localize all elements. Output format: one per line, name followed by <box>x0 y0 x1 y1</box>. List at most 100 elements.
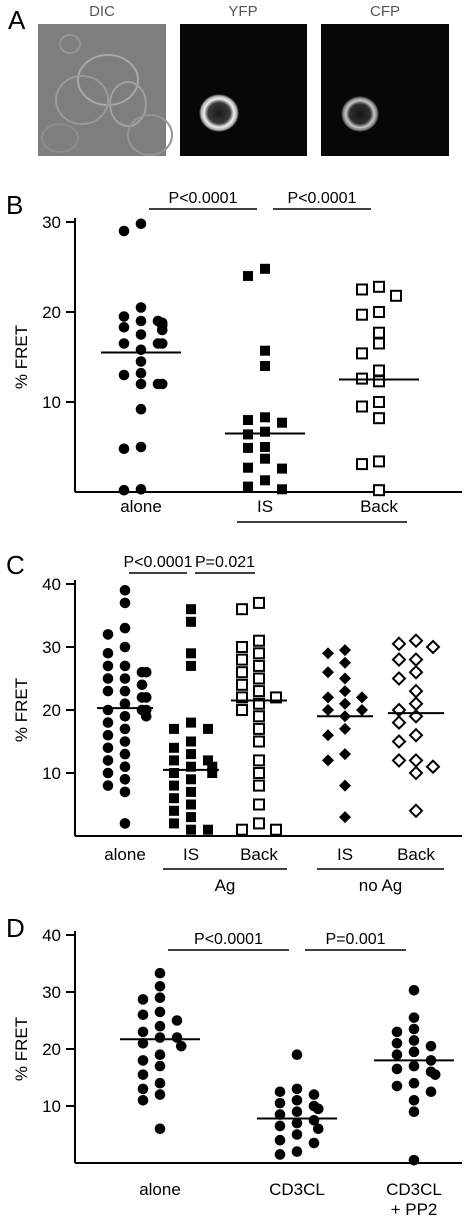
data-point <box>135 302 147 313</box>
data-point <box>408 1035 420 1046</box>
data-point <box>277 463 287 474</box>
data-point <box>154 1006 166 1018</box>
data-point <box>186 717 196 728</box>
data-point <box>137 1055 149 1066</box>
data-point <box>391 734 407 749</box>
group-label-line: alone <box>139 1180 181 1199</box>
data-point <box>356 704 368 716</box>
data-point <box>169 742 179 753</box>
data-point <box>119 748 131 760</box>
data-point <box>137 1009 149 1021</box>
y-tick-label: 10 <box>42 764 61 783</box>
data-point <box>102 704 114 716</box>
data-point <box>135 403 147 415</box>
data-point <box>312 1123 324 1135</box>
group-label: IS <box>337 845 353 864</box>
data-point <box>373 396 385 408</box>
group-label-line: CD3CL <box>269 1180 325 1199</box>
data-point <box>356 283 368 296</box>
data-point <box>137 1069 149 1080</box>
panel-letter-c: C <box>6 550 25 580</box>
data-point <box>102 755 114 766</box>
data-point <box>243 271 253 281</box>
data-point <box>137 1038 149 1049</box>
data-point <box>102 629 114 640</box>
data-point <box>236 653 248 666</box>
data-point <box>291 1146 303 1157</box>
data-point <box>118 311 130 322</box>
data-point <box>253 710 265 723</box>
data-point <box>102 767 114 779</box>
group-label: CD3CL + PP2 <box>386 1180 442 1219</box>
micrograph-yfp: YFP <box>180 3 307 156</box>
data-point <box>373 280 385 293</box>
data-point <box>186 648 196 659</box>
data-point <box>408 1023 420 1035</box>
data-point <box>425 639 441 655</box>
data-point <box>260 426 270 437</box>
dic-cells-drawing <box>41 34 173 156</box>
group-label-line: alone <box>120 497 162 516</box>
data-point <box>339 779 351 792</box>
significance-label: P<0.0001 <box>169 190 238 207</box>
data-point <box>408 803 424 819</box>
data-point <box>391 752 407 768</box>
data-point <box>356 347 368 360</box>
data-point <box>408 664 424 680</box>
data-point <box>291 1106 303 1117</box>
data-point <box>140 692 152 703</box>
data-point <box>339 697 351 710</box>
data-point <box>135 378 147 390</box>
data-point <box>119 622 131 634</box>
data-point <box>119 641 131 653</box>
data-point <box>277 417 287 428</box>
data-point <box>408 1012 420 1023</box>
group-label: IS <box>183 845 199 864</box>
data-point <box>274 1109 286 1120</box>
data-point <box>137 1026 149 1038</box>
data-point <box>154 992 166 1003</box>
data-point <box>339 672 351 685</box>
data-point <box>203 824 213 835</box>
group-label-line: IS <box>183 845 199 864</box>
group-label: IS <box>257 497 273 516</box>
y-axis-title: % FRET <box>12 1017 31 1081</box>
data-point <box>425 759 441 775</box>
data-point <box>154 1032 166 1043</box>
data-point <box>236 691 248 704</box>
y-tick-label: 40 <box>42 926 61 945</box>
data-point <box>322 647 334 660</box>
data-point <box>408 984 420 996</box>
y-tick-label: 30 <box>42 213 61 232</box>
significance-label: P=0.001 <box>325 931 385 948</box>
data-point <box>236 603 248 616</box>
group-label-line: Back <box>240 845 278 864</box>
significance-label: P<0.0001 <box>124 554 193 571</box>
data-point <box>373 337 385 350</box>
group-label: alone <box>104 845 146 864</box>
y-tick-label: 20 <box>42 1040 61 1059</box>
data-point <box>408 1095 420 1106</box>
data-point <box>253 754 265 767</box>
data-point <box>154 1089 166 1100</box>
data-point <box>270 691 282 704</box>
data-point <box>169 768 179 778</box>
data-point <box>119 685 131 697</box>
data-point <box>119 723 131 735</box>
data-point <box>339 685 351 698</box>
y-tick-label: 30 <box>42 638 61 657</box>
data-point <box>186 786 196 797</box>
data-point <box>429 1069 441 1080</box>
data-point <box>236 678 248 691</box>
data-point <box>118 443 130 455</box>
data-point <box>156 378 168 390</box>
data-point <box>135 344 147 356</box>
data-point <box>186 761 196 772</box>
data-point <box>186 616 196 627</box>
data-point <box>186 736 196 747</box>
data-point <box>135 367 147 379</box>
group-label-line: IS <box>257 497 273 516</box>
group-underline-label: Ag <box>215 876 236 895</box>
